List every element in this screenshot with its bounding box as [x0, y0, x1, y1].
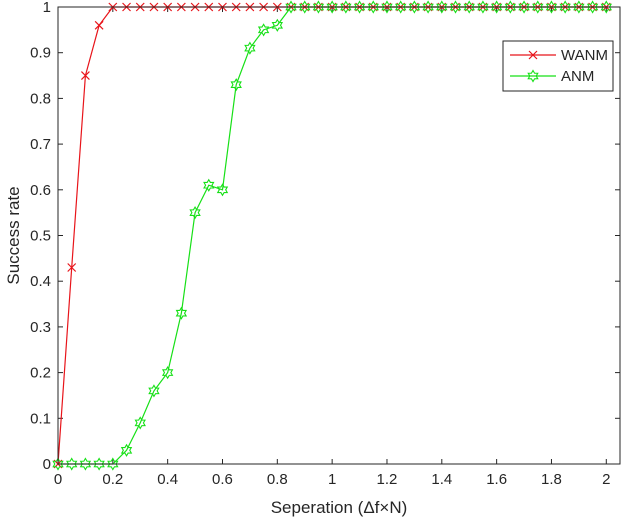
legend-box: [502, 40, 614, 92]
x-tick-label: 1: [328, 471, 336, 488]
data-point: [216, 183, 229, 197]
data-point: [463, 0, 475, 14]
data-point: [257, 23, 270, 37]
x-tick-label: 1.8: [541, 471, 562, 488]
data-point: [449, 0, 462, 14]
data-point: [148, 384, 160, 398]
data-point: [340, 0, 352, 14]
data-point: [477, 0, 489, 14]
data-point: [79, 457, 92, 471]
legend-label: ANM: [561, 68, 594, 85]
data-point: [134, 416, 146, 430]
data-point: [120, 443, 133, 457]
x-axis-label: Seperation (Δf×N): [271, 498, 408, 517]
legend-label: WANM: [561, 47, 608, 64]
legend-item-anm: ANM: [510, 68, 594, 85]
y-tick-label: 0.9: [30, 45, 51, 62]
data-point: [312, 0, 325, 14]
axis-labels: 0 0.2 0.4 0.6 0.8 1 1.2 1.4 1.6 1.8 2 0 0.1 0.2 0.3 0.4…: [30, 0, 610, 488]
data-point: [67, 263, 77, 272]
data-point: [80, 71, 90, 80]
x-tick-label: 0.8: [267, 471, 288, 488]
data-point: [353, 0, 366, 14]
y-tick-label: 0.8: [30, 90, 51, 107]
data-point: [203, 178, 215, 192]
data-point: [52, 457, 64, 471]
data-point: [65, 457, 78, 471]
data-point: [244, 41, 256, 55]
data-point: [518, 0, 530, 14]
y-tick-label: 0.5: [30, 228, 51, 245]
data-point: [490, 0, 503, 14]
legend-item-wanm: WANM: [510, 47, 608, 64]
data-point: [381, 0, 393, 14]
y-axis-label: Success rate: [4, 186, 23, 284]
data-point: [436, 0, 448, 14]
data-point: [94, 20, 104, 30]
data-point: [408, 0, 421, 14]
legend-marker: [528, 50, 538, 60]
x-tick-label: 1.6: [486, 471, 507, 488]
y-tick-label: 0.7: [30, 136, 51, 153]
x-tick-label: 1.2: [377, 471, 398, 488]
x-tick-label: 0.2: [102, 471, 123, 488]
data-point: [504, 0, 517, 14]
x-tick-label: 0.4: [157, 471, 178, 488]
data-point: [559, 0, 571, 14]
plot-frame: [57, 6, 621, 465]
y-tick-label: 1: [43, 0, 51, 16]
data-point: [107, 457, 119, 471]
data-point: [532, 0, 544, 14]
data-point: [161, 366, 174, 380]
data-point: [189, 206, 201, 220]
data-point: [326, 0, 338, 14]
y-tick-label: 0.2: [30, 365, 51, 382]
x-tick-label: 2: [602, 471, 610, 488]
data-point: [299, 0, 311, 14]
data-point: [285, 0, 297, 14]
data-point: [230, 78, 242, 92]
legend-marker: [527, 69, 539, 83]
data-point: [600, 0, 613, 14]
data-point: [175, 306, 188, 320]
y-tick-label: 0.3: [30, 319, 51, 336]
data-point: [271, 18, 284, 32]
x-tick-label: 1.4: [431, 471, 452, 488]
data-point: [422, 0, 434, 14]
y-tick-label: 0: [43, 456, 51, 473]
data-point: [545, 0, 558, 14]
data-point: [573, 0, 585, 14]
data-point: [586, 0, 599, 14]
x-tick-label: 0: [54, 471, 62, 488]
legend: WANM ANM: [502, 40, 614, 92]
data-point: [93, 457, 105, 471]
data-point: [367, 0, 379, 14]
data-point: [394, 0, 407, 14]
y-tick-label: 0.6: [30, 182, 51, 199]
x-tick-label: 0.6: [212, 471, 233, 488]
y-tick-label: 0.1: [30, 410, 51, 427]
y-tick-label: 0.4: [30, 273, 51, 290]
